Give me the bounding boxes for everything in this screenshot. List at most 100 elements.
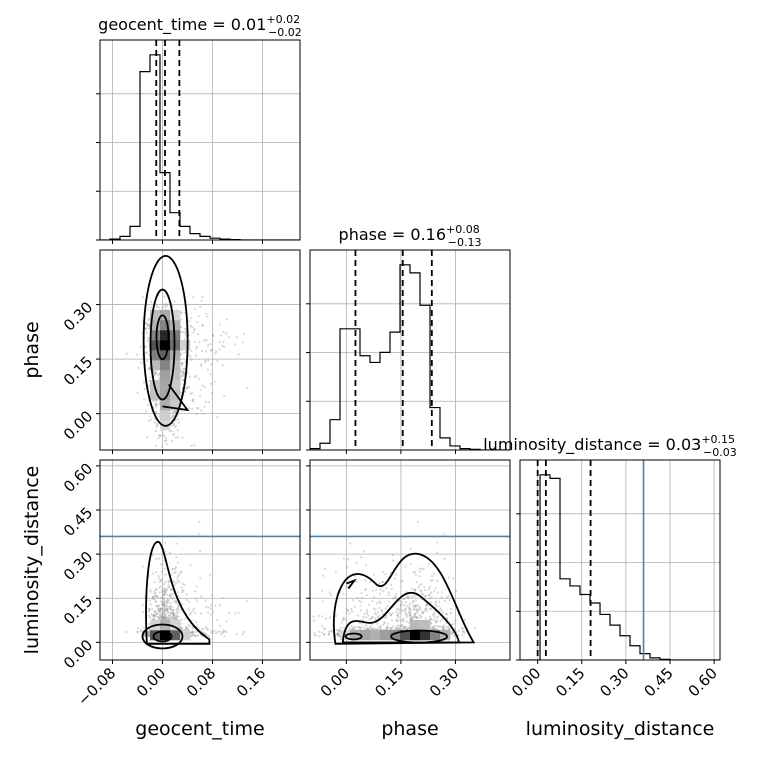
scatter-point [407,622,410,625]
scatter-point [442,627,445,631]
scatter-point [180,362,183,365]
scatter-point [155,588,158,591]
density-cell [170,320,181,331]
scatter-point [384,614,388,617]
scatter-point [164,541,167,544]
density-cell [420,620,431,631]
density-cell [150,320,161,331]
scatter-point [206,315,209,318]
scatter-point [160,607,163,610]
scatter-point [409,609,413,612]
scatter-point [191,296,195,299]
scatter-point [171,592,175,596]
scatter-point [167,616,170,619]
scatter-point [154,410,158,413]
scatter-point [186,385,189,388]
scatter-point [151,553,154,557]
panel-luminosity_distance-vs-geocent_time: 0.000.150.300.450.60−0.08 0.00 0.08 0.16 [60,459,301,709]
scatter-point [406,613,409,616]
scatter-point [162,612,165,615]
scatter-point [396,613,399,617]
density-cell [160,370,171,381]
density-cell [420,630,431,641]
scatter-point [164,608,167,611]
scatter-point [403,597,406,600]
scatter-point [432,613,435,616]
scatter-point [364,589,367,592]
scatter-point [155,611,158,614]
scatter-point [420,583,423,586]
scatter-point [184,334,187,337]
scatter-point [381,580,384,584]
scatter-point [181,370,185,374]
scatter-point [182,374,185,377]
density-cell [150,310,161,321]
scatter-point [431,625,434,628]
density-cell [160,390,171,401]
scatter-point [157,437,160,440]
scatter-point [193,607,196,610]
scatter-point [169,615,173,618]
scatter-point [348,612,351,615]
scatter-point [225,332,228,335]
scatter-point [441,627,445,630]
contour-level-1 [141,623,184,650]
scatter-point [246,386,249,389]
scatter-point [414,615,417,618]
scatter-point [351,599,355,602]
scatter-point [158,587,161,590]
scatter-point [343,626,346,630]
scatter-point [180,586,183,589]
scatter-point [346,609,350,612]
scatter-point [401,579,404,583]
scatter-point [416,520,419,523]
scatter-point [225,318,228,321]
scatter-point [153,580,156,583]
tick-label-x: 0.30 [426,664,462,700]
scatter-point [175,542,178,545]
scatter-point [432,615,436,618]
density-cell [160,310,171,321]
scatter-point [383,622,386,625]
scatter-point [145,410,148,413]
density-cell [410,620,421,631]
scatter-point [184,390,187,394]
scatter-point [218,604,221,607]
contour-fragment [346,578,357,590]
scatter-point [376,616,380,619]
scatter-point [156,615,160,619]
scatter-point [154,595,157,598]
scatter-point [183,331,186,334]
scatter-point [388,600,391,603]
scatter-point [154,371,157,374]
gridlines [100,250,300,450]
scatter-point [147,323,150,326]
scatter-point [136,353,139,356]
scatter-point [169,595,172,598]
scatter-point [445,596,448,599]
scatter-point [181,362,184,365]
scatter-point [171,616,175,619]
scatter-point [223,634,226,637]
scatter-point [194,589,197,593]
scatter-point [164,305,167,308]
scatter-point [367,603,371,607]
scatter-point [162,590,166,593]
scatter-point [176,607,179,610]
scatter-point [372,627,375,630]
scatter-point [408,614,411,617]
gridlines [310,250,510,450]
scatter-point [204,360,207,363]
scatter-point [136,630,139,634]
scatter-point [380,609,384,613]
scatter-point [171,410,174,414]
scatter-point [196,345,199,349]
scatter-point [447,626,450,629]
scatter-point [149,376,152,379]
scatter-point [159,434,162,437]
scatter-point [200,299,203,303]
scatter-point [408,603,411,607]
scatter-point [184,617,187,620]
scatter-point [195,585,198,588]
scatter-point [404,607,408,610]
